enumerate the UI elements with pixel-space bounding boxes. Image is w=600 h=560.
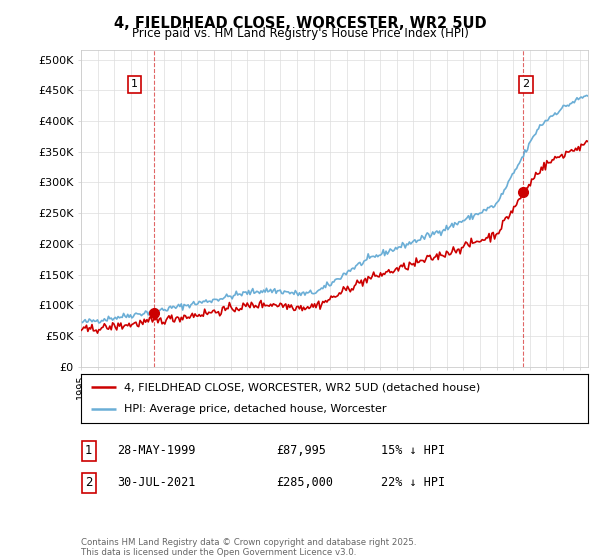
Text: Contains HM Land Registry data © Crown copyright and database right 2025.
This d: Contains HM Land Registry data © Crown c…: [81, 538, 416, 557]
Text: 15% ↓ HPI: 15% ↓ HPI: [381, 444, 445, 458]
Text: 1: 1: [131, 79, 138, 89]
Text: 1: 1: [85, 444, 92, 458]
Text: 28-MAY-1999: 28-MAY-1999: [117, 444, 196, 458]
Text: 30-JUL-2021: 30-JUL-2021: [117, 476, 196, 489]
Text: 2: 2: [85, 476, 92, 489]
Text: 22% ↓ HPI: 22% ↓ HPI: [381, 476, 445, 489]
Text: HPI: Average price, detached house, Worcester: HPI: Average price, detached house, Worc…: [124, 404, 386, 414]
Text: 4, FIELDHEAD CLOSE, WORCESTER, WR2 5UD (detached house): 4, FIELDHEAD CLOSE, WORCESTER, WR2 5UD (…: [124, 382, 481, 393]
Text: 4, FIELDHEAD CLOSE, WORCESTER, WR2 5UD: 4, FIELDHEAD CLOSE, WORCESTER, WR2 5UD: [113, 16, 487, 31]
Text: £87,995: £87,995: [276, 444, 326, 458]
Text: £285,000: £285,000: [276, 476, 333, 489]
Text: 2: 2: [523, 79, 530, 89]
Text: Price paid vs. HM Land Registry's House Price Index (HPI): Price paid vs. HM Land Registry's House …: [131, 27, 469, 40]
